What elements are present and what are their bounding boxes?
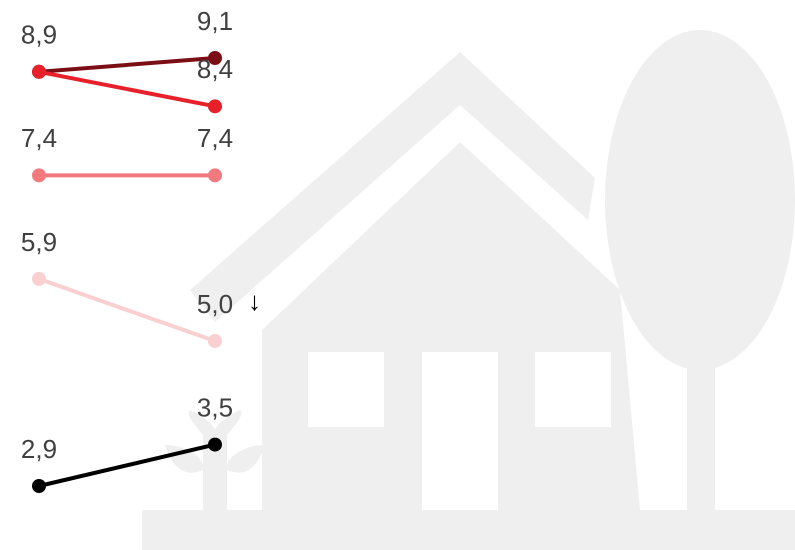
annotation: ↓ bbox=[248, 286, 261, 316]
slope-line bbox=[38, 442, 216, 488]
value-label: 8,9 bbox=[21, 20, 57, 50]
value-label: 2,9 bbox=[21, 434, 57, 464]
value-label: 3,5 bbox=[197, 392, 233, 422]
point bbox=[32, 479, 46, 493]
point bbox=[208, 334, 222, 349]
value-label: 5,9 bbox=[21, 227, 57, 257]
point bbox=[32, 64, 46, 79]
value-label: 5,0 bbox=[197, 289, 233, 319]
point bbox=[208, 437, 222, 452]
point bbox=[208, 99, 222, 114]
point bbox=[208, 168, 222, 183]
value-label: 7,4 bbox=[197, 123, 233, 153]
value-label: 7,4 bbox=[21, 123, 57, 153]
slope-line bbox=[38, 277, 216, 343]
windows bbox=[308, 352, 611, 510]
point bbox=[32, 271, 46, 286]
slope-line bbox=[38, 69, 216, 109]
point bbox=[32, 168, 46, 183]
slope-line bbox=[38, 56, 216, 74]
value-label: 9,1 bbox=[197, 6, 233, 36]
point bbox=[208, 51, 222, 65]
value-label: 8,4 bbox=[197, 54, 233, 84]
